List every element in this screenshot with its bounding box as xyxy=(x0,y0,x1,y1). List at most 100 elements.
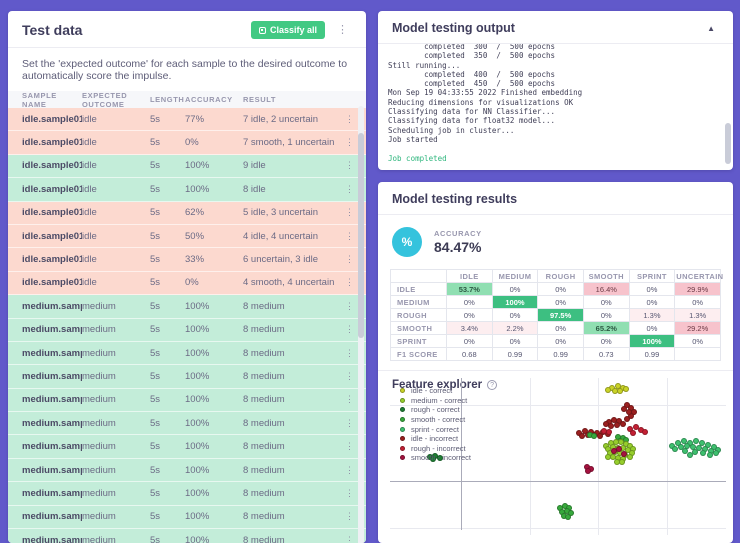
scatter-point[interactable] xyxy=(565,514,571,520)
row-kebab-icon[interactable]: ⋮ xyxy=(345,137,354,148)
row-kebab-icon[interactable]: ⋮ xyxy=(345,277,354,288)
legend-item[interactable]: sprint - correct xyxy=(400,424,471,434)
matrix-cell: 2.2% xyxy=(491,321,539,335)
legend-item[interactable]: rough - correct xyxy=(400,405,471,415)
legend-item[interactable]: smooth - incorrect xyxy=(400,453,471,463)
matrix-cell: 100% xyxy=(628,334,676,348)
confusion-matrix: IDLE MEDIUM ROUGH SMOOTH SPRINT UNCERTAIN IDLE… xyxy=(390,269,723,361)
scatter-point[interactable] xyxy=(713,450,719,456)
row-kebab-icon[interactable]: ⋮ xyxy=(345,441,354,452)
scatter-point[interactable] xyxy=(672,446,678,452)
sample-length: 5s xyxy=(150,464,161,476)
row-kebab-icon[interactable]: ⋮ xyxy=(345,324,354,335)
legend-item[interactable]: idle - incorrect xyxy=(400,434,471,444)
row-kebab-icon[interactable]: ⋮ xyxy=(345,230,354,241)
scatter-point[interactable] xyxy=(437,455,443,461)
scatter-point[interactable] xyxy=(605,454,611,460)
scatter-point[interactable] xyxy=(608,423,614,429)
scatter-point[interactable] xyxy=(623,386,629,392)
row-kebab-icon[interactable]: ⋮ xyxy=(345,207,354,218)
scatter-point[interactable] xyxy=(626,409,632,415)
console-success-line: Job completed xyxy=(388,153,447,163)
scatter-point[interactable] xyxy=(620,421,626,427)
row-kebab-icon[interactable]: ⋮ xyxy=(345,113,354,124)
console-scrollbar-thumb[interactable] xyxy=(725,123,731,164)
scatter-point[interactable] xyxy=(699,440,705,446)
expected-outcome: medium xyxy=(82,534,116,543)
scatter-point[interactable] xyxy=(619,459,625,465)
expected-outcome: medium xyxy=(82,370,116,382)
accuracy-block: % ACCURACY 84.47% xyxy=(378,215,733,267)
question-circle-icon[interactable]: ? xyxy=(487,380,498,390)
scatter-point[interactable] xyxy=(692,449,698,455)
row-kebab-icon[interactable]: ⋮ xyxy=(345,417,354,428)
scatter-point[interactable] xyxy=(621,451,627,457)
scatter-point[interactable] xyxy=(627,454,633,460)
scatter-point[interactable] xyxy=(591,433,597,439)
scatter-point[interactable] xyxy=(568,510,574,516)
scatter-point[interactable] xyxy=(606,429,612,435)
table-row: idle.sample01...idle 5s 100% 9 idle ⋮ xyxy=(8,154,366,179)
row-kebab-icon[interactable]: ⋮ xyxy=(345,534,354,543)
legend-dot-icon xyxy=(400,455,405,461)
table-scrollbar[interactable] xyxy=(358,106,364,543)
test-data-description: Set the 'expected outcome' for each samp… xyxy=(22,58,348,82)
row-kebab-icon[interactable]: ⋮ xyxy=(345,183,354,194)
scatter-point[interactable] xyxy=(642,429,648,435)
matrix-cell: 0% xyxy=(582,334,630,348)
scatter-point[interactable] xyxy=(616,446,622,452)
scatter-point[interactable] xyxy=(603,421,609,427)
row-kebab-icon[interactable]: ⋮ xyxy=(345,464,354,475)
col-expected-outcome: EXPECTED OUTCOME xyxy=(82,90,128,109)
table-row: medium.samp...medium 5s 100% 8 medium ⋮ xyxy=(8,505,366,530)
row-kebab-icon[interactable]: ⋮ xyxy=(345,300,354,311)
scatter-point[interactable] xyxy=(624,416,630,422)
row-kebab-icon[interactable]: ⋮ xyxy=(345,394,354,405)
legend-dot-icon xyxy=(400,417,405,423)
row-kebab-icon[interactable]: ⋮ xyxy=(345,487,354,498)
scatter-point[interactable] xyxy=(605,387,611,393)
scatter-point[interactable] xyxy=(687,452,693,458)
scatter-point[interactable] xyxy=(696,445,702,451)
scatter-point[interactable] xyxy=(579,433,585,439)
console-scrollbar[interactable] xyxy=(725,55,731,170)
sample-accuracy: 100% xyxy=(185,487,210,499)
sample-result: 7 smooth, 1 uncertain xyxy=(243,137,335,149)
collapse-caret-icon[interactable]: ▲ xyxy=(707,23,715,33)
table-scrollbar-thumb[interactable] xyxy=(358,132,364,338)
scatter-point[interactable] xyxy=(678,444,684,450)
sample-result: 8 medium xyxy=(243,511,285,523)
legend-item[interactable]: rough - incorrect xyxy=(400,444,471,454)
table-row: idle.sample01.s4idle 5s 0% 4 smooth, 4 unce… xyxy=(8,271,366,296)
table-row: idle.sample01...idle 5s 77% 7 idle, 2 uncer… xyxy=(8,108,366,132)
feature-explorer-plot[interactable]: idle - correct medium - correct rough - co… xyxy=(390,378,726,535)
scatter-point[interactable] xyxy=(705,442,711,448)
expected-outcome: idle xyxy=(82,230,97,242)
scatter-point[interactable] xyxy=(585,468,591,474)
scatter-point[interactable] xyxy=(682,448,688,454)
scatter-point[interactable] xyxy=(630,430,636,436)
row-kebab-icon[interactable]: ⋮ xyxy=(345,254,354,265)
matrix-cell: 0% xyxy=(491,282,539,296)
scatter-point[interactable] xyxy=(707,452,713,458)
scatter-point[interactable] xyxy=(700,450,706,456)
classify-all-button[interactable]: Classify all xyxy=(250,21,325,39)
table-row: idle.sample01.s7idle 5s 33% 6 uncertain, 3 … xyxy=(8,248,366,272)
matrix-cell: 0% xyxy=(582,308,630,322)
sample-name: idle.sample01... xyxy=(22,160,82,172)
row-kebab-icon[interactable]: ⋮ xyxy=(345,370,354,381)
table-row: medium.samp...medium 5s 100% 8 medium ⋮ xyxy=(8,295,366,319)
scatter-point[interactable] xyxy=(614,422,620,428)
scatter-point[interactable] xyxy=(617,388,623,394)
sample-length: 5s xyxy=(150,324,161,336)
row-kebab-icon[interactable]: ⋮ xyxy=(345,160,354,171)
legend-item[interactable]: medium - correct xyxy=(400,396,471,406)
scatter-point[interactable] xyxy=(430,456,436,462)
legend-item[interactable]: smooth - correct xyxy=(400,415,471,425)
row-kebab-icon[interactable]: ⋮ xyxy=(345,511,354,522)
scatter-point[interactable] xyxy=(597,433,603,439)
kebab-menu-icon[interactable]: ⋮ xyxy=(337,23,348,36)
row-kebab-icon[interactable]: ⋮ xyxy=(345,347,354,358)
scatter-point[interactable] xyxy=(693,438,699,444)
legend-item[interactable]: idle - correct xyxy=(400,386,471,396)
